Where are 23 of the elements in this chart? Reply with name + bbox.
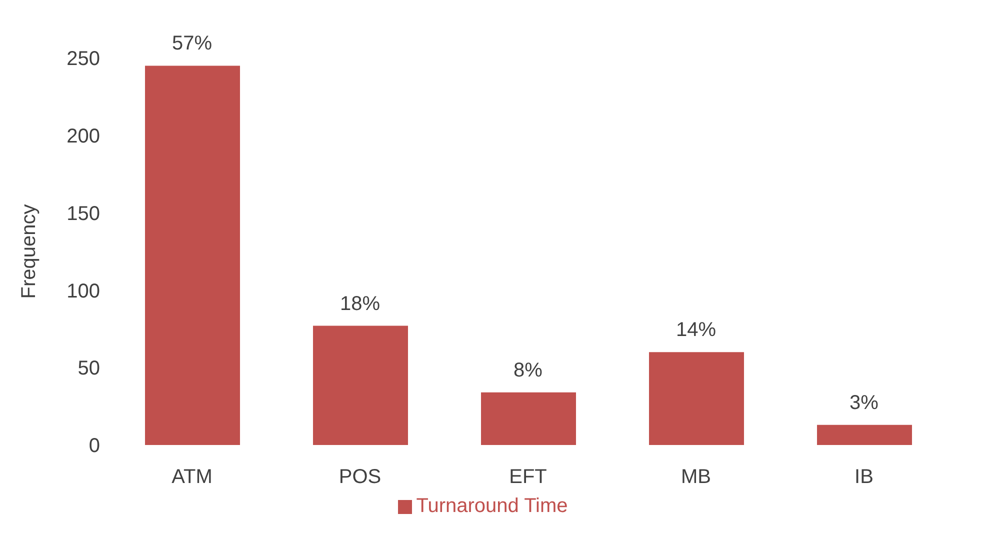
bar <box>313 326 408 445</box>
bar <box>817 424 912 445</box>
y-tick-label: 150 <box>66 202 100 225</box>
y-tick-label: 50 <box>78 358 100 380</box>
y-tick-label: 250 <box>66 48 100 70</box>
x-tick-label: EFT <box>509 466 547 488</box>
annotation: 3% <box>850 392 879 414</box>
y-tick-label: 200 <box>66 126 100 148</box>
y-tick-label: 100 <box>66 280 100 302</box>
bar <box>145 66 240 445</box>
legend-label: Turnaround Time <box>416 495 568 517</box>
annotation: 57% <box>172 32 212 55</box>
bar <box>649 352 744 445</box>
annotation: 18% <box>340 292 380 315</box>
x-tick-label: IB <box>854 466 874 488</box>
annotation: 8% <box>514 359 543 382</box>
x-tick-label: MB <box>681 466 711 488</box>
y-tick-label: 0 <box>88 435 100 458</box>
bar <box>481 392 576 445</box>
x-tick-label: ATM <box>172 466 212 488</box>
y-axis-title: Frequency <box>18 204 40 299</box>
x-tick-label: POS <box>338 466 382 488</box>
annotation: 14% <box>676 319 716 342</box>
